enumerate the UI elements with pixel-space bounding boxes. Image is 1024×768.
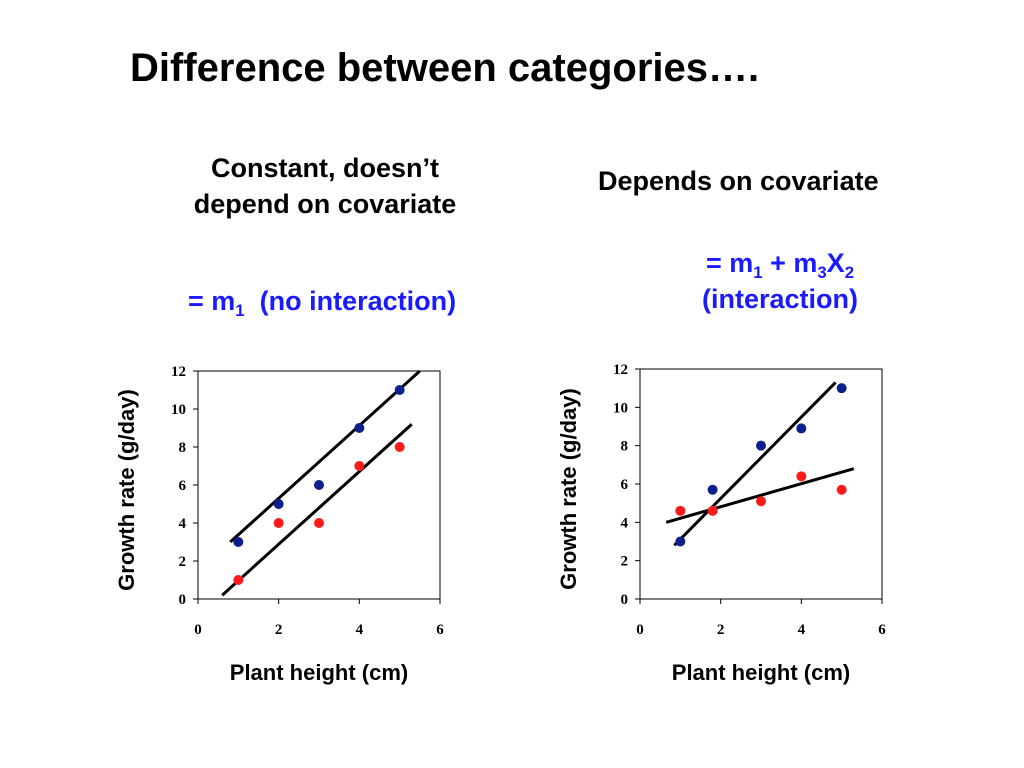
x-axis-label: Plant height (cm): [230, 660, 408, 685]
y-tick-label: 10: [613, 400, 628, 416]
x-tick-label: 2: [275, 622, 283, 638]
y-tick-label: 0: [621, 592, 629, 608]
red-data-point: [273, 518, 284, 528]
x-tick-label: 4: [356, 622, 364, 638]
y-tick-label: 6: [621, 477, 629, 493]
y-tick-label: 10: [171, 402, 186, 418]
red-data-point: [796, 471, 807, 482]
slide-title: Difference between categories….: [130, 46, 760, 90]
red-data-point: [675, 505, 686, 516]
x-axis-label: Plant height (cm): [672, 660, 850, 685]
y-tick-label: 2: [621, 554, 629, 570]
right-formula-var: X: [826, 248, 845, 278]
fit-line: [221, 423, 413, 597]
blue-data-point: [675, 536, 686, 547]
blue-data-point: [273, 499, 284, 509]
chart-2: 0 2 4 6 8 10 12 0 2 4 6 Plant height (cm) Growth rat…: [556, 362, 886, 685]
x-tick-label: 0: [194, 622, 202, 638]
y-tick-label: 8: [179, 440, 187, 456]
left-formula-prefix: = m: [188, 286, 236, 316]
red-data-point: [707, 505, 718, 516]
left-formula-suffix: (no interaction): [244, 286, 457, 316]
y-tick-label: 4: [179, 516, 187, 532]
chart-1: 0 2 4 6 8 10 12 0 2 4 6 Plant height (cm) Growth rat…: [114, 364, 444, 685]
y-tick-label: 6: [179, 478, 187, 494]
left-heading-line2: depend on covariate: [193, 189, 457, 219]
blue-data-point: [354, 423, 365, 433]
red-data-point: [354, 461, 365, 471]
blue-data-point: [756, 440, 766, 451]
left-formula-sub1: 1: [235, 300, 245, 320]
blue-data-point: [394, 385, 405, 395]
right-formula-line2: (interaction): [701, 284, 858, 314]
y-tick-label: 12: [171, 364, 186, 380]
y-tick-label: 2: [179, 554, 187, 570]
y-tick-label: 12: [613, 362, 628, 378]
x-tick-label: 2: [717, 622, 725, 638]
fit-line: [665, 467, 855, 524]
red-data-point: [394, 442, 405, 452]
left-formula: = m1 (no interaction): [188, 283, 456, 319]
right-formula-sub1: 1: [753, 262, 763, 282]
right-formula-sub3: 2: [844, 262, 854, 282]
red-data-point: [314, 518, 324, 528]
y-tick-label: 0: [179, 592, 187, 608]
x-tick-label: 0: [636, 622, 644, 638]
blue-data-point: [314, 480, 324, 490]
right-heading: Depends on covariate: [598, 166, 879, 196]
right-formula-line1: = m1 + m3X2: [640, 245, 920, 281]
fit-line: [673, 381, 837, 547]
y-tick-label: 4: [621, 515, 629, 531]
red-data-point: [836, 484, 847, 495]
fit-line: [229, 369, 421, 544]
blue-data-point: [707, 484, 718, 495]
right-formula-sub2: 3: [817, 262, 827, 282]
y-axis-label: Growth rate (g/day): [114, 389, 139, 591]
blue-data-point: [233, 537, 244, 547]
y-axis-label: Growth rate (g/day): [556, 388, 581, 590]
y-tick-label: 8: [621, 439, 629, 455]
blue-data-point: [836, 383, 847, 394]
red-data-point: [233, 575, 244, 585]
plot-frame: [639, 368, 883, 600]
x-tick-label: 4: [798, 622, 806, 638]
x-tick-label: 6: [878, 622, 886, 638]
x-tick-label: 6: [436, 622, 444, 638]
left-heading: Constant, doesn’t depend on covariate: [150, 150, 500, 222]
red-data-point: [756, 496, 766, 507]
right-formula-prefix: = m: [705, 248, 754, 278]
left-heading-line1: Constant, doesn’t: [211, 153, 439, 183]
blue-data-point: [796, 423, 807, 434]
right-formula: = m1 + m3X2 (interaction): [640, 245, 920, 317]
right-formula-mid: + m: [762, 248, 818, 278]
